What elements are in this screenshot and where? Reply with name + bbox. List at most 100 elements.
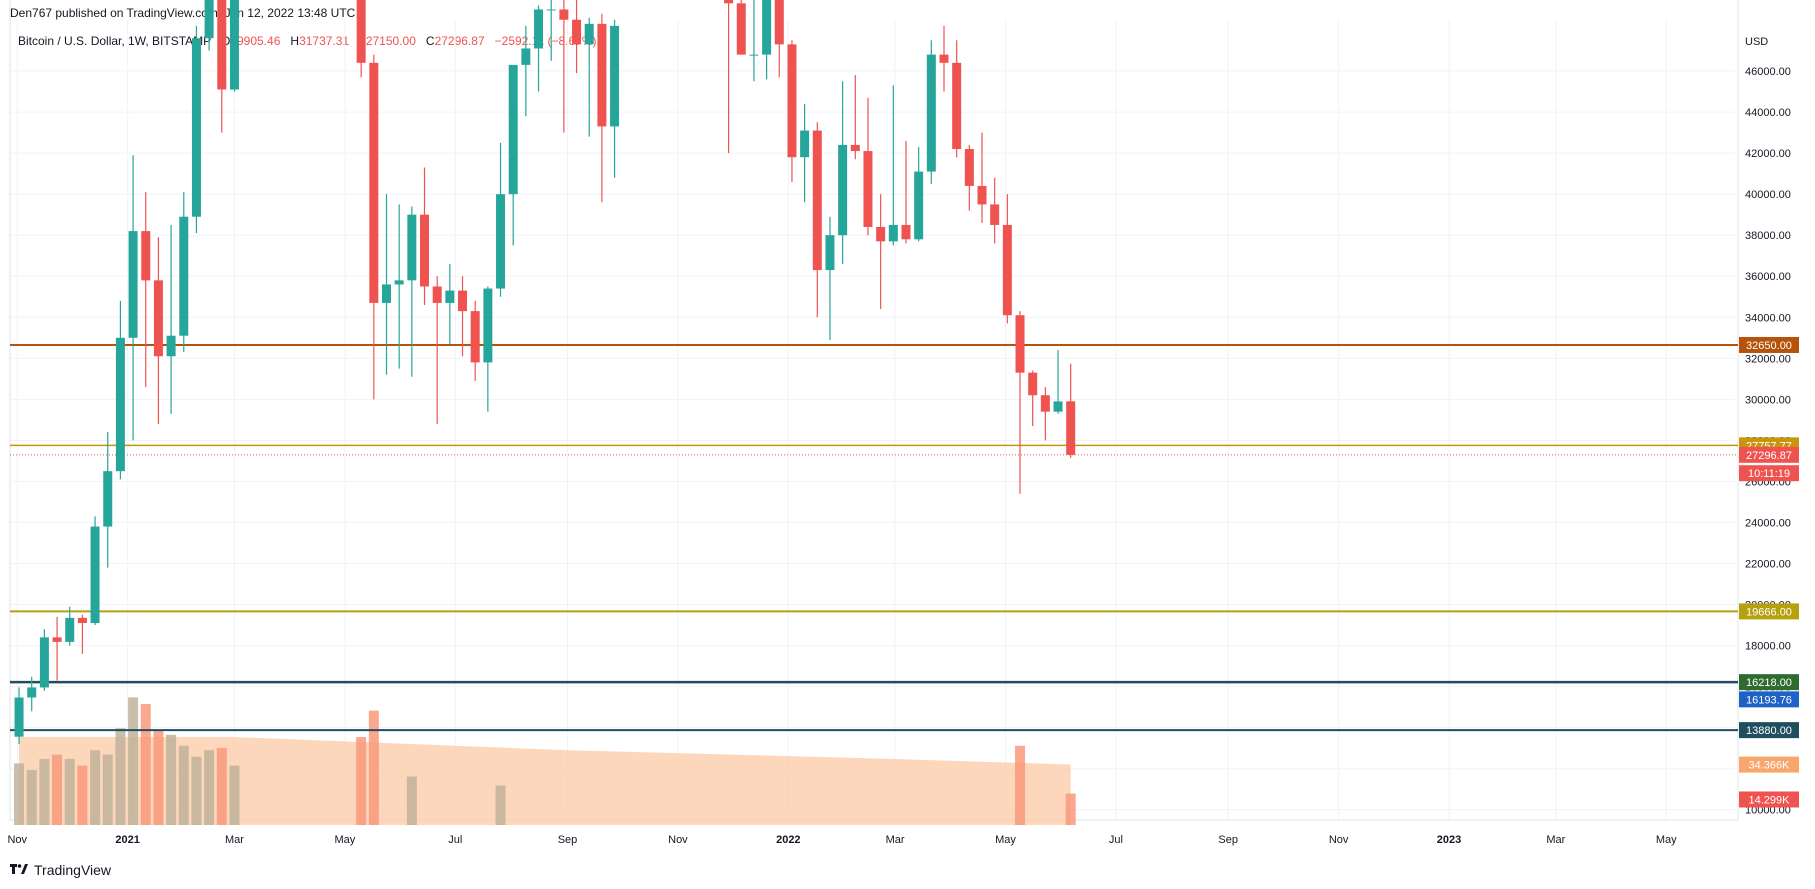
candle-body <box>990 204 1000 225</box>
price-tick-label: 46000.00 <box>1745 66 1791 78</box>
time-tick-label: 2023 <box>1437 834 1461 846</box>
price-badge-label: 32650.00 <box>1746 340 1792 352</box>
volume-bar <box>153 730 164 825</box>
price-badge-label: 10:11:19 <box>1748 468 1790 480</box>
price-badge-label: 27296.87 <box>1746 450 1792 462</box>
candle-body <box>736 3 746 55</box>
price-badge-label: 14.299K <box>1749 794 1791 806</box>
price-badge-label: 13880.00 <box>1746 725 1792 737</box>
candle-body <box>964 149 974 186</box>
candle-body <box>356 0 366 63</box>
volume-bar <box>1065 793 1076 825</box>
candle-body <box>369 62 379 303</box>
candle-body <box>14 697 24 737</box>
symbol-label: Bitcoin / U.S. Dollar, 1W, BITSTAMP <box>18 34 211 48</box>
candle-body <box>128 231 138 338</box>
volume-bar <box>140 704 151 825</box>
volume-bar <box>191 756 202 825</box>
volume-bar <box>102 754 113 825</box>
candle-body <box>850 144 860 152</box>
candle-body <box>812 130 822 271</box>
candle-body <box>77 617 87 624</box>
price-axis: 10000.0012000.0014000.0016000.0018000.00… <box>1739 66 1799 817</box>
candle-body <box>103 471 113 527</box>
candle-body <box>191 38 201 217</box>
candle-body <box>610 25 620 127</box>
volume-bar <box>368 710 379 825</box>
candle-body <box>774 0 784 45</box>
candle-body <box>888 224 898 242</box>
price-tick-label: 36000.00 <box>1745 271 1791 283</box>
candles <box>14 0 1076 745</box>
candle-body <box>559 9 569 20</box>
candle-body <box>521 48 531 65</box>
time-tick-label: Mar <box>1546 834 1565 846</box>
price-badge-label: 16193.76 <box>1746 694 1792 706</box>
ohlc-legend: Bitcoin / U.S. Dollar, 1W, BITSTAMP O299… <box>18 34 597 48</box>
volume-bar <box>64 759 75 825</box>
candle-body <box>1040 395 1050 412</box>
volume-bar <box>115 728 126 825</box>
time-tick-label: Jul <box>1109 834 1123 846</box>
candle-body <box>445 290 455 303</box>
footer-brand: TradingView <box>34 862 112 878</box>
candle-body <box>52 637 62 642</box>
candle-body <box>1028 372 1038 396</box>
open-value: 29905.46 <box>230 34 281 48</box>
price-tick-label: 44000.00 <box>1745 107 1791 119</box>
price-badge <box>1739 691 1799 708</box>
candle-body <box>762 0 772 55</box>
horizontal-levels <box>10 343 1738 732</box>
time-tick-label: 2021 <box>115 834 139 846</box>
price-badge <box>1739 465 1799 482</box>
candle-body <box>1015 315 1025 373</box>
price-tick-label: 40000.00 <box>1745 189 1791 201</box>
volume-bar <box>166 734 177 825</box>
price-tick-label: 30000.00 <box>1745 394 1791 406</box>
candle-body <box>787 44 797 158</box>
volume-bar <box>229 765 240 825</box>
time-tick-label: 2022 <box>776 834 800 846</box>
volume-bar <box>128 697 139 825</box>
candle-body <box>546 9 556 11</box>
price-badge <box>1739 756 1799 773</box>
close-value: 27296.87 <box>434 34 485 48</box>
candle-body <box>115 337 125 472</box>
candle-body <box>470 311 480 363</box>
time-tick-label: Sep <box>1218 834 1238 846</box>
candle-body <box>572 19 582 45</box>
volume-bar <box>495 785 506 825</box>
tradingview-logo-icon <box>10 862 28 878</box>
candle-body <box>39 637 49 688</box>
candle-body <box>800 130 810 158</box>
candle-body <box>141 231 151 281</box>
candle-body <box>1053 401 1063 412</box>
publisher-info: Den767 published on TradingView.com, Jun… <box>10 6 356 20</box>
candle-body <box>534 9 544 49</box>
volume-bar <box>204 750 215 825</box>
price-tick-label: 18000.00 <box>1745 641 1791 653</box>
candle-body <box>179 216 189 336</box>
candle-body <box>496 194 506 289</box>
candle-body <box>876 226 886 242</box>
price-badge <box>1739 336 1799 353</box>
price-tick-label: 34000.00 <box>1745 312 1791 324</box>
candle-body <box>901 224 911 240</box>
close-label: C <box>425 34 435 48</box>
candle-body <box>204 0 214 39</box>
candle-body <box>420 214 430 287</box>
grid <box>9 0 1739 821</box>
candle-body <box>597 23 607 127</box>
price-tick-label: 24000.00 <box>1745 517 1791 529</box>
price-badge-label: 19666.00 <box>1746 606 1792 618</box>
volume-bar <box>406 776 417 825</box>
candle-body <box>27 687 37 698</box>
candle-body <box>952 62 962 150</box>
high-value: 31737.31 <box>299 34 350 48</box>
price-badge-label: 16218.00 <box>1746 677 1792 689</box>
candle-body <box>584 23 594 45</box>
candle-body <box>381 284 391 303</box>
price-badge <box>1739 722 1799 739</box>
change-value: −2592.11 (−8.67%) <box>494 34 597 48</box>
